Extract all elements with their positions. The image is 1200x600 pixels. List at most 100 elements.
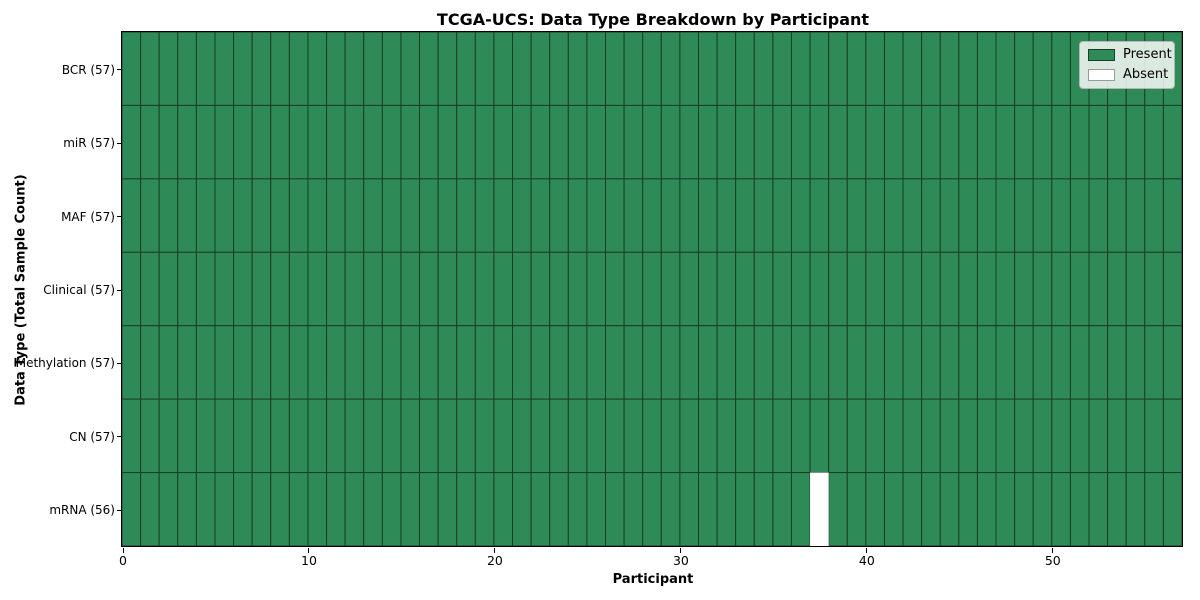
heatmap-cell-present xyxy=(940,252,960,327)
heatmap-cell-present xyxy=(865,178,886,254)
x-axis-tick-mark xyxy=(680,548,682,553)
heatmap-cell-present xyxy=(382,325,402,401)
heatmap-cell-present xyxy=(1033,399,1053,474)
heatmap-cell-present xyxy=(512,32,533,107)
heatmap-cell-present xyxy=(400,252,421,327)
heatmap-cell-present xyxy=(345,105,365,180)
heatmap-cell-present xyxy=(1144,178,1165,254)
heatmap-cell-present xyxy=(289,399,309,474)
heatmap-cell-present xyxy=(977,105,997,180)
heatmap-cell-present xyxy=(884,105,904,180)
heatmap-cell-present xyxy=(940,325,960,401)
heatmap-cell-present xyxy=(624,325,644,401)
heatmap-cell-present xyxy=(512,178,533,254)
heatmap-cell-present xyxy=(196,32,216,107)
heatmap-cell-present xyxy=(1163,178,1183,254)
heatmap-cell-present xyxy=(698,325,718,401)
heatmap-cell-present xyxy=(568,32,588,107)
heatmap-cell-present xyxy=(1163,105,1183,180)
heatmap-cell-present xyxy=(977,178,997,254)
heatmap-cell-present xyxy=(456,472,477,547)
heatmap-cell-present xyxy=(977,325,997,401)
heatmap-cell-present xyxy=(289,178,309,254)
heatmap-cell-present xyxy=(419,252,440,327)
heatmap-cell-present xyxy=(1107,399,1128,474)
legend-label-present: Present xyxy=(1123,47,1172,62)
heatmap-cell-present xyxy=(214,325,235,401)
x-axis-label: Participant xyxy=(612,572,694,587)
heatmap-cell-present xyxy=(140,32,161,107)
heatmap-cell-present xyxy=(1144,399,1165,474)
heatmap-cell-present xyxy=(233,472,254,547)
heatmap-cell-present xyxy=(400,178,421,254)
heatmap-cell-present xyxy=(1033,325,1053,401)
heatmap-cell-present xyxy=(307,252,328,327)
heatmap-cell-present xyxy=(289,32,309,107)
heatmap-cell-present xyxy=(270,325,291,401)
heatmap-cell-present xyxy=(177,105,198,180)
heatmap-cell-present xyxy=(214,252,235,327)
heatmap-cell-present xyxy=(1070,325,1090,401)
heatmap-cell-present xyxy=(940,178,960,254)
heatmap-cell-present xyxy=(1126,399,1146,474)
heatmap-cell-present xyxy=(1107,252,1128,327)
x-axis-tick-label: 10 xyxy=(301,553,317,568)
heatmap-cell-present xyxy=(921,472,942,547)
heatmap-cell-present xyxy=(1126,178,1146,254)
heatmap-cell-present xyxy=(475,178,495,254)
heatmap-cell-present xyxy=(624,105,644,180)
heatmap-cell-present xyxy=(177,252,198,327)
x-axis-tick-label: 40 xyxy=(858,553,875,568)
heatmap-cell-present xyxy=(475,252,495,327)
heatmap-cell-present xyxy=(475,325,495,401)
heatmap-cell-present xyxy=(847,472,867,547)
heatmap-cell-present xyxy=(196,252,216,327)
heatmap-cell-present xyxy=(382,105,402,180)
heatmap-cell-present xyxy=(679,472,700,547)
heatmap-cell-present xyxy=(345,472,365,547)
heatmap-cell-present xyxy=(326,178,347,254)
y-axis-tick-label: CN (57) xyxy=(69,429,115,444)
heatmap-cell-present xyxy=(977,32,997,107)
heatmap-cell-present xyxy=(531,399,551,474)
heatmap-cell-present xyxy=(382,178,402,254)
heatmap-cell-present xyxy=(661,32,681,107)
heatmap-cell-present xyxy=(363,399,384,474)
y-axis-tick-label: MAF (57) xyxy=(61,209,115,224)
heatmap-cell-present xyxy=(214,399,235,474)
heatmap-cell-present xyxy=(642,32,663,107)
heatmap-cell-present xyxy=(1107,178,1128,254)
heatmap-cell-present xyxy=(865,32,886,107)
heatmap-cell-present xyxy=(252,105,272,180)
heatmap-cell-present xyxy=(307,325,328,401)
heatmap-cell-present xyxy=(512,325,533,401)
heatmap-cell-present xyxy=(140,105,161,180)
y-axis-tick-label: Clinical (57) xyxy=(43,283,115,297)
heatmap-cell-present xyxy=(1014,105,1035,180)
heatmap-cell-present xyxy=(214,32,235,107)
heatmap-cell-present xyxy=(252,472,272,547)
heatmap-cell-present xyxy=(438,252,458,327)
heatmap-cell-present xyxy=(456,399,477,474)
heatmap-cell-present xyxy=(493,252,514,327)
heatmap-cell-present xyxy=(1014,399,1035,474)
heatmap-cell-present xyxy=(177,32,198,107)
heatmap-cell-present xyxy=(1163,325,1183,401)
heatmap-cell-present xyxy=(772,472,793,547)
heatmap-cell-present xyxy=(1088,325,1109,401)
heatmap-cell-present xyxy=(605,252,626,327)
heatmap-cell-present xyxy=(1126,252,1146,327)
heatmap-cell-present xyxy=(1051,178,1072,254)
heatmap-cell-present xyxy=(400,472,421,547)
heatmap-cell-present xyxy=(977,472,997,547)
heatmap-cell-present xyxy=(679,105,700,180)
heatmap-cell-present xyxy=(809,178,830,254)
heatmap-cell-present xyxy=(995,399,1016,474)
heatmap-cell-present xyxy=(363,178,384,254)
heatmap-cell-present xyxy=(252,399,272,474)
heatmap-cell-present xyxy=(270,399,291,474)
heatmap-cell-present xyxy=(958,472,979,547)
heatmap-cell-present xyxy=(884,252,904,327)
heatmap-cell-present xyxy=(642,178,663,254)
heatmap-cell-present xyxy=(586,399,607,474)
